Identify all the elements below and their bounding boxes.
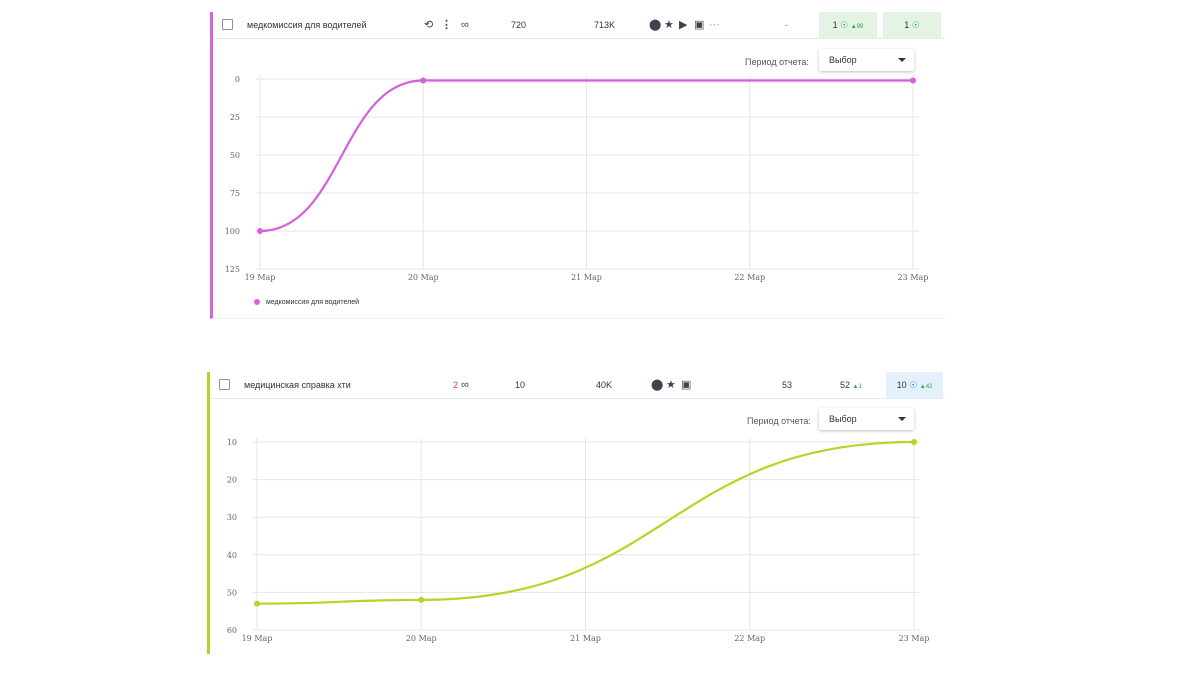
- position-a-value: 53: [782, 380, 793, 390]
- y-tick-label: 25: [230, 113, 240, 122]
- series-line: [256, 440, 915, 605]
- chevron-down-icon: [898, 58, 906, 62]
- data-point: [257, 228, 263, 234]
- position-cell-1: 1 ☉ ▲99: [819, 12, 877, 38]
- history-icon[interactable]: ⟲: [424, 19, 434, 31]
- row-checkbox[interactable]: [219, 379, 230, 390]
- period-select[interactable]: Выбор: [819, 408, 914, 430]
- keyword-row: медицинская справка хти 2 ∞ 10 40K ⬤ ★ ▣…: [210, 372, 945, 399]
- position-dash: -: [785, 20, 788, 30]
- data-point: [910, 77, 916, 84]
- position-c-value: 10: [896, 380, 907, 390]
- y-tick-label: 40: [227, 551, 237, 560]
- up-arrow-icon: ▲: [852, 384, 859, 390]
- row-checkbox[interactable]: [222, 19, 233, 30]
- frequency-value: 10: [515, 380, 526, 390]
- legend-dot: [254, 299, 260, 306]
- keyword-panel-2: медицинская справка хти 2 ∞ 10 40K ⬤ ★ ▣…: [207, 372, 945, 654]
- up-arrow-icon: ▲: [919, 384, 926, 390]
- position-chart: 10 20 30 40 50 60 19 Мар 20 Мар 21 Мар 22 Мар 23 М…: [227, 438, 930, 643]
- period-select[interactable]: Выбор: [819, 49, 914, 71]
- image-icon: ▣: [694, 19, 705, 31]
- map-pin-icon: ⬤: [649, 19, 662, 31]
- x-tick-label: 19 Мар: [242, 634, 273, 643]
- x-tick-label: 23 Мар: [899, 634, 930, 643]
- star-icon: ★: [664, 19, 674, 31]
- chevron-down-icon: [898, 417, 906, 421]
- data-point: [254, 600, 260, 607]
- position-cell-c: 10 ☉ ▲42: [886, 372, 943, 398]
- data-point: [418, 596, 425, 603]
- pin-icon: ☉: [906, 380, 918, 390]
- x-tick-label: 20 Мар: [406, 634, 437, 643]
- links-count: 2: [453, 380, 459, 390]
- x-tick-label: 19 Мар: [245, 273, 276, 282]
- period-label: Период отчета:: [745, 57, 809, 67]
- position-1-change: 99: [856, 24, 864, 30]
- position-b-change: 1: [858, 384, 862, 390]
- pin-icon: ☉: [909, 20, 920, 30]
- x-tick-label: 20 Мар: [408, 273, 439, 282]
- star-icon: ★: [666, 379, 676, 391]
- chart-legend[interactable]: медкомиссия для водителей: [254, 299, 359, 306]
- position-cell-2: 1 ☉: [883, 12, 941, 38]
- map-pin-icon: ⬤: [651, 379, 664, 391]
- y-tick-label: 20: [227, 476, 237, 485]
- frequency-value: 720: [511, 20, 527, 30]
- x-tick-label: 21 Мар: [570, 634, 601, 643]
- period-select-value: Выбор: [829, 55, 857, 65]
- keyword-text[interactable]: медкомиссия для водителей: [247, 20, 367, 30]
- y-tick-label: 0: [235, 75, 240, 84]
- x-tick-label: 22 Мар: [734, 634, 765, 643]
- y-tick-label: 50: [227, 588, 237, 597]
- results-value: 40K: [596, 380, 613, 390]
- keyword-text[interactable]: медицинская справка хти: [244, 380, 351, 390]
- link-icon[interactable]: ∞: [461, 19, 469, 31]
- position-chart: 0 25 50 75 100 125 19 Мар 20 Мар 21 Мар 22 Мар 23 …: [225, 75, 929, 282]
- pin-icon: ☉: [837, 20, 849, 30]
- keyword-row: медкомиссия для водителей ⟲ ⋮ ∞ 720 713K…: [213, 12, 945, 39]
- legend-label: медкомиссия для водителей: [266, 299, 359, 306]
- x-tick-label: 21 Мар: [571, 273, 602, 282]
- y-tick-label: 30: [227, 513, 237, 522]
- image-icon: ▣: [681, 379, 692, 391]
- video-icon: ▶: [679, 19, 688, 31]
- x-tick-label: 22 Мар: [734, 273, 765, 282]
- results-value: 713K: [594, 20, 616, 30]
- link-icon[interactable]: ∞: [461, 379, 469, 391]
- y-tick-label: 100: [225, 227, 240, 236]
- y-tick-label: 75: [230, 189, 240, 198]
- position-b-value: 52 ▲1: [840, 372, 862, 398]
- position-2-value: 1: [904, 20, 910, 30]
- y-tick-label: 60: [227, 626, 237, 635]
- more-icon[interactable]: ⋯: [709, 19, 720, 31]
- y-tick-label: 10: [227, 438, 237, 447]
- period-select-value: Выбор: [829, 414, 857, 424]
- data-point: [911, 439, 917, 445]
- position-b-number: 52: [840, 380, 851, 390]
- y-tick-label: 50: [230, 151, 240, 160]
- position-c-change: 42: [925, 384, 933, 390]
- x-tick-label: 23 Мар: [898, 273, 929, 282]
- more-vertical-icon[interactable]: ⋮: [441, 19, 452, 31]
- position-1-value: 1: [832, 20, 838, 30]
- up-arrow-icon: ▲: [850, 24, 857, 30]
- period-label: Период отчета:: [747, 416, 811, 426]
- data-point: [420, 77, 427, 84]
- y-tick-label: 125: [225, 265, 240, 274]
- keyword-panel-1: медкомиссия для водителей ⟲ ⋮ ∞ 720 713K…: [210, 12, 945, 319]
- series-line: [259, 79, 913, 233]
